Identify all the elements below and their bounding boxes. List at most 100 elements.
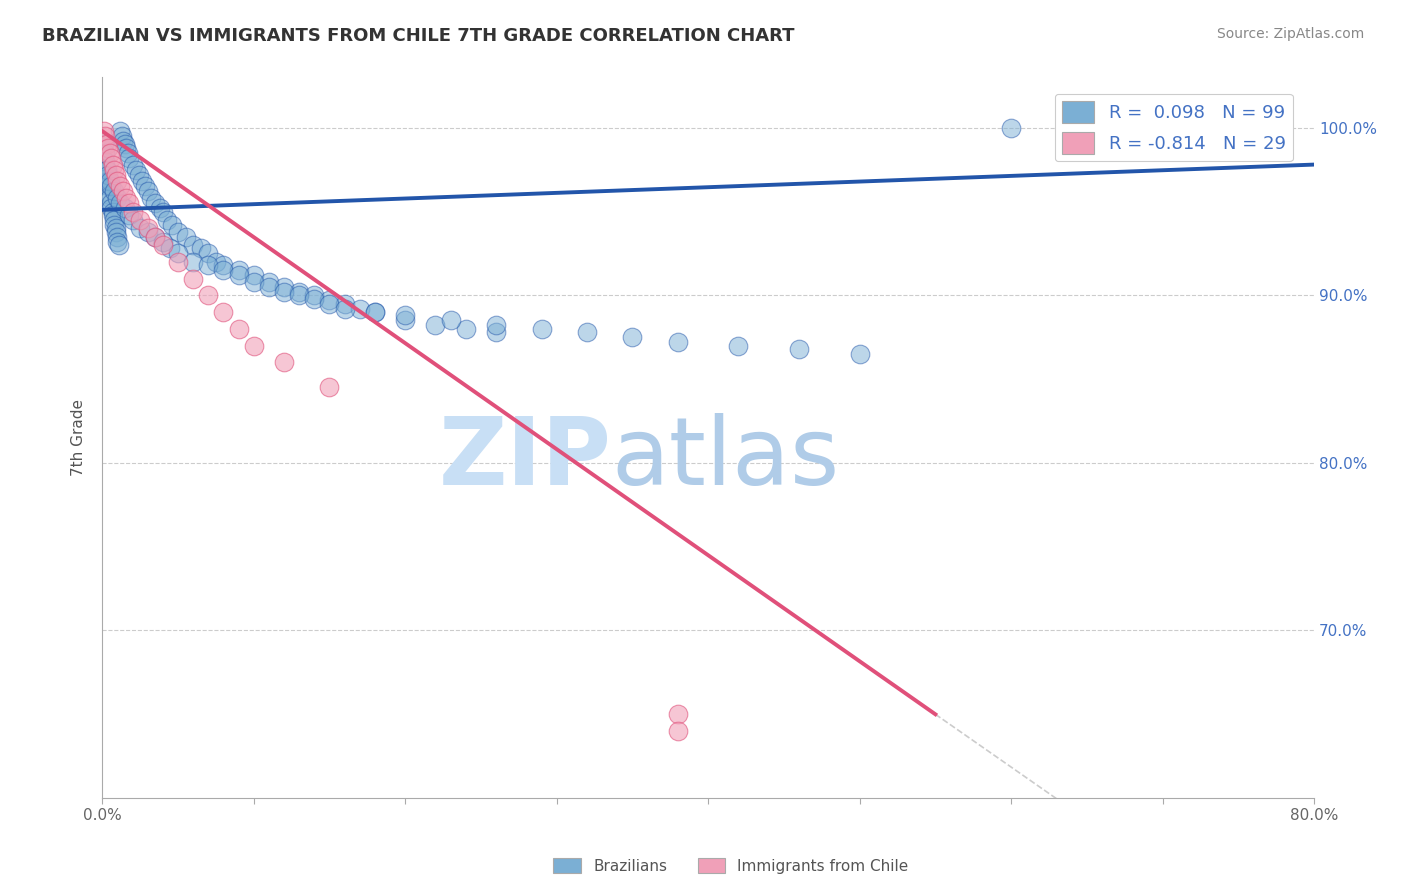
Point: [181, 238, 204, 252]
Point: [205, 254, 228, 268]
Point: [136, 221, 159, 235]
Point: [96, 162, 118, 177]
Point: [105, 191, 128, 205]
Legend: Brazilians, Immigrants from Chile: Brazilians, Immigrants from Chile: [547, 852, 915, 880]
Point: [134, 179, 156, 194]
Point: [115, 191, 138, 205]
Point: [181, 271, 204, 285]
Point: [98, 187, 121, 202]
Point: [318, 380, 340, 394]
Point: [181, 254, 204, 268]
Point: [425, 318, 447, 333]
Point: [257, 275, 280, 289]
Point: [318, 293, 340, 308]
Point: [115, 141, 138, 155]
Point: [143, 196, 166, 211]
Point: [848, 347, 870, 361]
Point: [152, 235, 174, 249]
Point: [273, 285, 295, 299]
Point: [104, 221, 127, 235]
Point: [96, 171, 118, 186]
Point: [212, 263, 235, 277]
Point: [197, 288, 219, 302]
Point: [167, 254, 190, 268]
Text: BRAZILIAN VS IMMIGRANTS FROM CHILE 7TH GRADE CORRELATION CHART: BRAZILIAN VS IMMIGRANTS FROM CHILE 7TH G…: [42, 27, 794, 45]
Point: [364, 305, 387, 319]
Point: [318, 296, 340, 310]
Point: [124, 162, 146, 177]
Point: [128, 168, 150, 182]
Point: [273, 280, 295, 294]
Point: [101, 208, 124, 222]
Point: [98, 145, 121, 160]
Point: [103, 185, 125, 199]
Point: [212, 258, 235, 272]
Point: [666, 335, 689, 350]
Point: [100, 201, 122, 215]
Point: [1000, 120, 1022, 135]
Point: [97, 141, 120, 155]
Point: [304, 288, 326, 302]
Point: [96, 162, 118, 177]
Point: [121, 158, 143, 172]
Point: [621, 330, 644, 344]
Point: [440, 313, 463, 327]
Point: [288, 285, 311, 299]
Text: atlas: atlas: [612, 413, 839, 506]
Point: [190, 241, 212, 255]
Point: [167, 225, 190, 239]
Point: [257, 280, 280, 294]
Point: [228, 268, 250, 283]
Point: [121, 204, 143, 219]
Point: [228, 322, 250, 336]
Point: [104, 225, 127, 239]
Point: [575, 325, 598, 339]
Point: [159, 241, 181, 255]
Text: Source: ZipAtlas.com: Source: ZipAtlas.com: [1216, 27, 1364, 41]
Point: [118, 196, 141, 211]
Point: [394, 309, 416, 323]
Point: [364, 305, 387, 319]
Point: [94, 154, 117, 169]
Point: [105, 174, 128, 188]
Point: [273, 355, 295, 369]
Point: [143, 229, 166, 244]
Point: [110, 179, 132, 194]
Point: [333, 301, 356, 316]
Point: [93, 137, 115, 152]
Point: [121, 213, 143, 227]
Point: [197, 258, 219, 272]
Point: [97, 174, 120, 188]
Point: [117, 145, 139, 160]
Point: [98, 174, 121, 188]
Point: [242, 268, 264, 283]
Point: [304, 292, 326, 306]
Point: [111, 129, 134, 144]
Point: [143, 229, 166, 244]
Point: [666, 707, 689, 722]
Point: [101, 204, 124, 219]
Point: [100, 196, 122, 211]
Point: [136, 225, 159, 239]
Point: [118, 151, 141, 165]
Point: [108, 238, 131, 252]
Point: [112, 185, 135, 199]
Point: [114, 137, 136, 152]
Point: [98, 191, 121, 205]
Point: [105, 229, 128, 244]
Point: [666, 724, 689, 739]
Point: [333, 296, 356, 310]
Point: [139, 191, 162, 205]
Point: [105, 235, 128, 249]
Point: [129, 213, 152, 227]
Point: [129, 221, 152, 235]
Point: [228, 263, 250, 277]
Text: ZIP: ZIP: [439, 413, 612, 506]
Point: [136, 185, 159, 199]
Point: [212, 305, 235, 319]
Point: [727, 338, 749, 352]
Point: [131, 174, 153, 188]
Point: [110, 196, 132, 211]
Point: [93, 124, 115, 138]
Point: [152, 238, 174, 252]
